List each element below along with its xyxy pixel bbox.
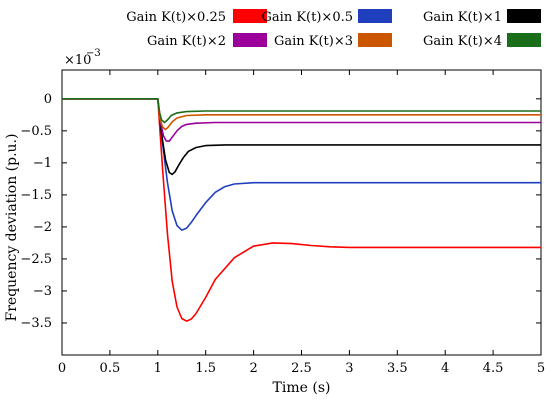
legend: Gain K(t)×0.25 Gain K(t)×0.5 Gain K(t)×1 Ga… [126,9,541,49]
x-tick-label: 4 [441,361,449,376]
series-line [62,98,541,231]
series-line [62,98,541,322]
legend-entry: Gain K(t)×0.25 [126,9,267,25]
x-tick-label: 3.5 [387,361,408,376]
x-tick-label: 0 [58,361,66,376]
legend-entry: Gain K(t)×2 [147,33,267,49]
legend-entry: Gain K(t)×1 [423,9,541,25]
legend-label: Gain K(t)×0.5 [262,10,353,25]
y-exponent-label: ×10 −3 [64,48,101,68]
legend-swatch [507,9,541,23]
plot-area [61,69,542,356]
legend-label: Gain K(t)×4 [423,34,502,49]
x-tick-label: 1 [154,361,162,376]
legend-label: Gain K(t)×3 [274,34,353,49]
legend-swatch [233,33,267,47]
series-line [62,98,541,142]
y-tick-label: −1.5 [20,188,52,203]
x-tick-label: 2.5 [291,361,312,376]
x-axis-title: Time (s) [273,380,331,396]
x-tick-label: 5 [537,361,545,376]
y-tick-label: −2 [33,220,52,235]
x-axis-ticks: 0 0.5 1 1.5 2 2.5 3 3.5 4 4.5 5 [58,70,545,376]
legend-label: Gain K(t)×0.25 [126,10,226,25]
y-multiplier-exponent: −3 [86,48,101,59]
legend-entry: Gain K(t)×4 [423,33,541,49]
y-tick-label: −3 [33,284,52,299]
y-tick-label: −3.5 [20,316,52,331]
legend-swatch [358,9,392,23]
legend-entry: Gain K(t)×0.5 [262,9,392,25]
legend-label: Gain K(t)×1 [423,10,502,25]
y-axis-title: Frequency deviation (p.u.) [4,134,20,322]
series-lines [62,98,541,322]
y-axis-ticks: 0 −0.5 −1 −1.5 −2 −2.5 −3 −3.5 [20,92,541,331]
legend-swatch [507,33,541,47]
legend-swatch [233,9,267,23]
y-multiplier-base: ×10 [64,53,91,68]
x-tick-label: 1.5 [195,361,216,376]
y-tick-label: 0 [44,92,52,107]
y-tick-label: −1 [33,156,52,171]
series-line [62,98,541,176]
y-tick-label: −2.5 [20,252,52,267]
legend-swatch [358,33,392,47]
x-tick-label: 2 [249,361,257,376]
series-line [62,98,541,131]
legend-entry: Gain K(t)×3 [274,33,392,49]
x-tick-label: 3 [345,361,353,376]
y-tick-label: −0.5 [20,124,52,139]
legend-label: Gain K(t)×2 [147,34,226,49]
series-line [62,98,541,124]
x-tick-label: 4.5 [483,361,504,376]
x-tick-label: 0.5 [100,361,121,376]
